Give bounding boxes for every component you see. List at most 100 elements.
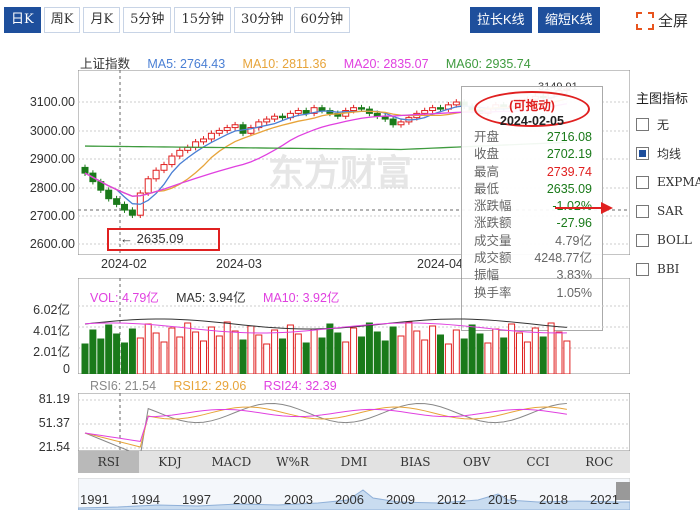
low-highlight-box <box>107 228 220 251</box>
volume-bar <box>271 329 279 374</box>
checkbox-checked-icon[interactable] <box>636 146 649 160</box>
tooltip-row: 成交额 4248.77亿 <box>462 250 602 267</box>
volume-ma-line <box>84 322 567 334</box>
indicator-tabs: RSI KDJ MACD W%R DMI BIAS OBV CCI ROC <box>78 451 630 473</box>
checkbox-icon[interactable] <box>636 175 649 189</box>
vol-value: VOL: 4.79亿 <box>90 291 159 305</box>
tooltip-row: 振幅 3.83% <box>462 267 602 284</box>
tooltip-value: 4.79亿 <box>555 233 592 248</box>
ma-legend: 上证指数 MA5: 2764.43 MA10: 2811.36 MA20: 28… <box>80 53 545 72</box>
rsi-line <box>84 408 567 442</box>
year-label: 2003 <box>284 492 313 507</box>
tooltip-header[interactable]: (可拖动) 2024-02-05 <box>474 91 590 128</box>
candle-body <box>452 101 460 106</box>
tab-30min[interactable]: 30分钟 <box>233 7 291 33</box>
low-arrow-icon: ← <box>120 231 133 246</box>
fullscreen-button[interactable]: 全屏 <box>636 10 688 31</box>
volume-bar <box>113 333 121 374</box>
volume-bar <box>389 326 397 374</box>
rsi-y-tick: 51.37 <box>38 416 70 430</box>
tab-5min[interactable]: 5分钟 <box>123 7 172 33</box>
candle-body <box>160 164 168 171</box>
tab-wr[interactable]: W%R <box>276 455 310 469</box>
tab-cci[interactable]: CCI <box>526 455 550 469</box>
tooltip-value: 2739.74 <box>546 164 592 179</box>
y-tick: 3100.00 <box>29 95 75 109</box>
x-tick: 2024-04 <box>417 257 463 271</box>
tab-weekly[interactable]: 周K <box>43 7 81 33</box>
checkbox-icon[interactable] <box>636 233 649 247</box>
tab-obv[interactable]: OBV <box>462 455 491 469</box>
year-label: 2009 <box>386 492 415 507</box>
volume-bar <box>381 340 389 374</box>
indicator-option-boll[interactable]: BOLL <box>636 229 700 251</box>
tooltip-value: -27.96 <box>556 216 592 231</box>
rsi-y-tick: 21.54 <box>38 440 70 454</box>
volume-bar <box>318 337 326 374</box>
volume-bar <box>97 338 105 374</box>
year-label: 2006 <box>335 492 364 507</box>
tab-rsi[interactable]: RSI <box>78 451 140 473</box>
candle-body <box>231 124 239 129</box>
period-tabs: 日K 周K 月K 5分钟 15分钟 30分钟 60分钟 <box>4 7 353 33</box>
rsi-chart[interactable] <box>78 393 630 451</box>
year-label: 2015 <box>488 492 517 507</box>
checkbox-icon[interactable] <box>636 262 649 276</box>
tab-monthly[interactable]: 月K <box>83 7 121 33</box>
volume-chart[interactable] <box>78 278 630 374</box>
indicator-option-sar[interactable]: SAR <box>636 200 700 222</box>
stretch-kline-button[interactable]: 拉长K线 <box>470 7 532 33</box>
volume-bar <box>373 331 381 374</box>
tab-roc[interactable]: ROC <box>585 455 614 469</box>
y-tick: 3000.00 <box>29 124 75 138</box>
candle-body <box>429 107 437 112</box>
tab-15min[interactable]: 15分钟 <box>174 7 231 33</box>
volume-bar <box>563 340 571 374</box>
year-label: 1994 <box>131 492 160 507</box>
candle-body <box>263 118 271 123</box>
candle-body <box>81 166 89 174</box>
timeline-sparkline <box>78 478 630 510</box>
tab-dmi[interactable]: DMI <box>340 455 368 469</box>
candle-body <box>168 155 176 166</box>
ohlc-tooltip[interactable]: (可拖动) 2024-02-05 开盘 2716.08 收盘 2702.19 最高 273… <box>461 86 603 331</box>
main-indicator-panel: 主图指标 无 均线 EXPMA SAR BOLL BBI <box>636 88 700 287</box>
side-panel-title: 主图指标 <box>636 91 689 106</box>
volume-bar <box>105 324 113 374</box>
tooltip-row: 收盘 2702.19 <box>462 146 602 163</box>
candle-body <box>350 107 358 112</box>
volume-bar <box>286 324 294 374</box>
volume-bar <box>444 343 452 374</box>
indicator-option-expma[interactable]: EXPMA <box>636 171 700 193</box>
tooltip-value: 4248.77亿 <box>534 251 592 266</box>
candle-body <box>121 203 128 211</box>
tab-bias[interactable]: BIAS <box>400 455 431 469</box>
y-tick: 2600.00 <box>29 237 75 251</box>
shrink-kline-button[interactable]: 缩短K线 <box>538 7 600 33</box>
volume-bar <box>531 327 539 374</box>
timeline-scrollbar[interactable]: 1991 1994 1997 2000 2003 2006 2009 2012 … <box>78 478 630 510</box>
volume-bar <box>231 330 239 374</box>
tooltip-rows: 开盘 2716.08 收盘 2702.19 最高 2739.74 最低 2635.09 涨跌幅 -… <box>462 129 602 302</box>
indicator-option-ma[interactable]: 均线 <box>636 142 700 164</box>
candle-body <box>113 198 121 205</box>
volume-ma-lines <box>84 318 567 334</box>
tab-kdj[interactable]: KDJ <box>158 455 182 469</box>
tab-daily[interactable]: 日K <box>4 7 41 33</box>
indicator-option-none[interactable]: 无 <box>636 113 700 135</box>
volume-bar <box>460 338 468 374</box>
checkbox-icon[interactable] <box>636 204 649 218</box>
tab-60min[interactable]: 60分钟 <box>293 7 351 33</box>
tooltip-row: 开盘 2716.08 <box>462 129 602 146</box>
volume-bar <box>207 326 215 374</box>
volume-bar <box>302 342 310 374</box>
checkbox-icon[interactable] <box>636 117 649 131</box>
tab-macd[interactable]: MACD <box>211 455 252 469</box>
candle-body <box>294 110 302 114</box>
volume-bar <box>279 338 286 374</box>
tooltip-key: 涨跌额 <box>474 216 512 231</box>
indicator-option-bbi[interactable]: BBI <box>636 258 700 280</box>
rsi-lines <box>84 402 567 451</box>
tooltip-key: 涨跌幅 <box>474 199 512 214</box>
tooltip-row: 涨跌额 -27.96 <box>462 215 602 232</box>
